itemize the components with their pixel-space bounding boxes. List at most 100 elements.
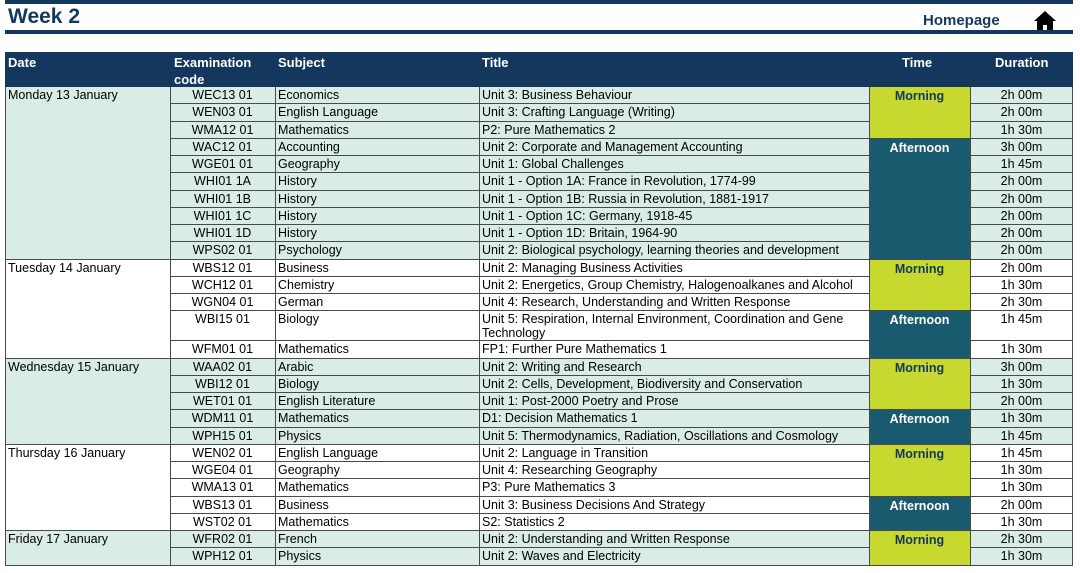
row-rule bbox=[970, 275, 1073, 277]
duration: 2h 30m bbox=[970, 294, 1073, 312]
exam-title: Unit 2: Managing Business Activities bbox=[479, 259, 869, 277]
header-subject: Subject bbox=[278, 55, 325, 70]
date-cell: Tuesday 14 January bbox=[5, 259, 170, 359]
exam-title: Unit 3: Crafting Language (Writing) bbox=[479, 104, 869, 122]
col-rule bbox=[970, 444, 971, 531]
exam-code: WBS12 01 bbox=[170, 259, 275, 277]
col-rule bbox=[869, 358, 870, 445]
morning-session: Morning bbox=[869, 87, 970, 139]
subject: Geography bbox=[275, 156, 479, 174]
header-code: Examination code bbox=[174, 55, 252, 87]
subject: Economics bbox=[275, 87, 479, 105]
exam-code: WMA12 01 bbox=[170, 121, 275, 139]
subject: History bbox=[275, 173, 479, 191]
day-rule bbox=[5, 443, 1073, 445]
exam-code: WGE01 01 bbox=[170, 156, 275, 174]
morning-session: Morning bbox=[869, 358, 970, 411]
subject: English Language bbox=[275, 104, 479, 122]
duration: 1h 30m bbox=[970, 479, 1073, 497]
duration: 1h 30m bbox=[970, 276, 1073, 294]
duration: 3h 00m bbox=[970, 138, 1073, 156]
exam-title: Unit 1 - Option 1C: Germany, 1918-45 bbox=[479, 207, 869, 225]
col-rule bbox=[5, 259, 6, 359]
subject: Chemistry bbox=[275, 276, 479, 294]
exam-title: Unit 2: Waves and Electricity bbox=[479, 548, 869, 566]
header-date: Date bbox=[8, 55, 37, 70]
exam-title: Unit 1 - Option 1A: France in Revolution… bbox=[479, 173, 869, 191]
morning-session: Morning bbox=[869, 531, 970, 566]
col-rule bbox=[970, 358, 971, 445]
row-rule bbox=[170, 293, 869, 294]
exam-title: D1: Decision Mathematics 1 bbox=[479, 410, 869, 428]
exam-title: Unit 1: Global Challenges bbox=[479, 156, 869, 174]
subject: English Language bbox=[275, 444, 479, 462]
subject: Arabic bbox=[275, 358, 479, 376]
exam-code: WAC12 01 bbox=[170, 138, 275, 156]
title-rule bbox=[5, 30, 1073, 34]
row-rule bbox=[170, 137, 869, 139]
exam-title: Unit 5: Thermodynamics, Radiation, Oscil… bbox=[479, 427, 869, 445]
exam-code: WEC13 01 bbox=[170, 87, 275, 105]
date-cell: Thursday 16 January bbox=[5, 444, 170, 531]
row-rule bbox=[170, 547, 869, 549]
row-rule bbox=[970, 512, 1073, 514]
row-rule bbox=[170, 392, 869, 393]
duration: 1h 45m bbox=[970, 311, 1073, 342]
exam-code: WHI01 1D bbox=[170, 225, 275, 243]
col-rule bbox=[869, 259, 870, 359]
row-rule bbox=[170, 495, 869, 497]
duration: 1h 30m bbox=[970, 548, 1073, 566]
duration: 3h 00m bbox=[970, 358, 1073, 376]
afternoon-session: Afternoon bbox=[869, 496, 970, 531]
subject: Mathematics bbox=[275, 479, 479, 497]
subject: Physics bbox=[275, 548, 479, 566]
subject: Physics bbox=[275, 427, 479, 445]
row-rule bbox=[970, 392, 1073, 393]
col-rule bbox=[275, 259, 276, 359]
col-rule bbox=[1072, 358, 1073, 445]
subject: Mathematics bbox=[275, 513, 479, 531]
exam-title: Unit 1 - Option 1B: Russia in Revolution… bbox=[479, 190, 869, 208]
col-rule bbox=[170, 444, 171, 531]
col-rule bbox=[869, 531, 870, 566]
col-rule bbox=[170, 259, 171, 359]
duration: 2h 00m bbox=[970, 190, 1073, 208]
subject: History bbox=[275, 190, 479, 208]
date-cell: Friday 17 January bbox=[5, 531, 170, 566]
exam-code: WDM11 01 bbox=[170, 410, 275, 428]
exam-title: P3: Pure Mathematics 3 bbox=[479, 479, 869, 497]
col-rule bbox=[1072, 444, 1073, 531]
duration: 2h 00m bbox=[970, 225, 1073, 243]
homepage-link[interactable]: Homepage bbox=[923, 12, 1000, 29]
col-rule bbox=[5, 531, 6, 566]
exam-title: Unit 1: Post-2000 Poetry and Prose bbox=[479, 393, 869, 411]
duration: 2h 00m bbox=[970, 173, 1073, 191]
col-rule bbox=[275, 531, 276, 566]
exam-title: FP1: Further Pure Mathematics 1 bbox=[479, 341, 869, 359]
exam-title: Unit 1 - Option 1D: Britain, 1964-90 bbox=[479, 225, 869, 243]
col-rule bbox=[275, 444, 276, 531]
date-cell: Monday 13 January bbox=[5, 87, 170, 260]
row-rule bbox=[970, 137, 1073, 139]
exam-code: WFR02 01 bbox=[170, 531, 275, 549]
exam-code: WPH12 01 bbox=[170, 548, 275, 566]
exam-title: Unit 2: Cells, Development, Biodiversity… bbox=[479, 375, 869, 393]
subject: Biology bbox=[275, 375, 479, 393]
session-rule bbox=[869, 310, 970, 312]
afternoon-session: Afternoon bbox=[869, 410, 970, 445]
row-rule bbox=[170, 189, 869, 191]
subject: Accounting bbox=[275, 138, 479, 156]
morning-session: Morning bbox=[869, 444, 970, 497]
row-rule bbox=[970, 241, 1073, 243]
session-rule bbox=[869, 409, 970, 411]
row-rule bbox=[970, 120, 1073, 122]
row-rule bbox=[170, 426, 869, 428]
exam-title: Unit 2: Corporate and Management Account… bbox=[479, 138, 869, 156]
exam-code: WST02 01 bbox=[170, 513, 275, 531]
row-rule bbox=[970, 293, 1073, 294]
session-rule bbox=[869, 495, 970, 497]
exam-code: WEN03 01 bbox=[170, 104, 275, 122]
home-icon[interactable] bbox=[1033, 10, 1057, 32]
duration: 1h 30m bbox=[970, 410, 1073, 428]
exam-code: WMA13 01 bbox=[170, 479, 275, 497]
